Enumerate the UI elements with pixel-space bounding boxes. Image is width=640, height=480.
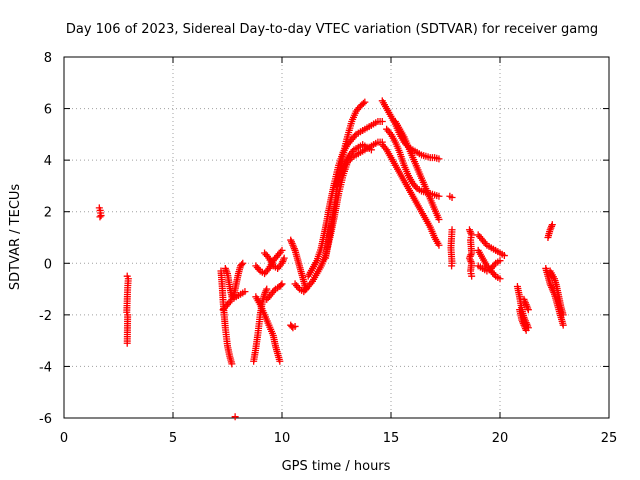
data-point <box>97 212 105 220</box>
y-tick-label: 8 <box>44 51 52 66</box>
data-point <box>239 259 247 267</box>
x-tick-label: 25 <box>601 431 618 446</box>
y-tick-label: 0 <box>44 257 52 272</box>
x-tick-label: 0 <box>60 431 68 446</box>
data-point <box>123 339 131 347</box>
data-point <box>361 98 369 106</box>
data-point <box>238 261 246 269</box>
data-point <box>291 322 299 330</box>
data-point <box>277 281 285 289</box>
y-tick-label: 2 <box>44 206 52 221</box>
data-point <box>278 280 286 288</box>
data-point <box>276 357 284 365</box>
data-point <box>524 306 532 314</box>
grid-lines <box>64 57 609 418</box>
data-point <box>448 262 456 270</box>
data-point <box>559 311 567 319</box>
data-point <box>435 192 443 200</box>
data-point <box>96 213 104 221</box>
data-point <box>228 360 236 368</box>
x-tick-label: 10 <box>274 431 291 446</box>
y-tick-label: 6 <box>44 103 52 118</box>
plot-frame <box>63 56 610 419</box>
y-tick-label: -4 <box>39 360 52 375</box>
data-point <box>378 117 386 125</box>
data-point <box>522 326 530 334</box>
x-tick-label: 5 <box>169 431 177 446</box>
axis-ticks: 0 5 10 15 20 25 -6 -4 -2 0 2 4 6 8 <box>39 51 617 446</box>
data-point <box>559 321 567 329</box>
x-tick-label: 15 <box>383 431 400 446</box>
y-tick-label: -6 <box>39 412 52 427</box>
data-point <box>435 155 443 163</box>
data-point <box>367 146 375 154</box>
data-point <box>435 215 443 223</box>
x-tick-label: 20 <box>492 431 509 446</box>
data-point <box>466 256 474 264</box>
data-point <box>448 194 456 202</box>
data-point <box>278 246 286 254</box>
data-point <box>496 257 504 265</box>
data-point <box>548 221 556 229</box>
data-point <box>467 251 475 259</box>
chart-title: Day 106 of 2023, Sidereal Day-to-day VTE… <box>66 22 598 37</box>
y-axis-label: SDTVAR / TECUs <box>8 184 23 291</box>
data-point <box>280 254 288 262</box>
y-tick-label: -2 <box>39 309 52 324</box>
data-point <box>223 268 231 276</box>
data-point <box>263 285 271 293</box>
data-points <box>95 97 567 421</box>
data-point <box>500 252 508 260</box>
data-point <box>468 272 476 280</box>
data-point <box>359 99 367 107</box>
data-point <box>241 288 249 296</box>
x-axis-label: GPS time / hours <box>282 459 391 474</box>
data-point <box>466 227 474 235</box>
data-point <box>496 275 504 283</box>
data-point <box>231 413 239 421</box>
data-point <box>435 241 443 249</box>
y-tick-label: 4 <box>44 154 52 169</box>
